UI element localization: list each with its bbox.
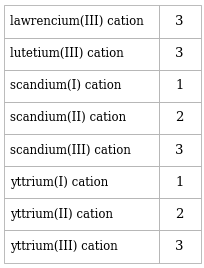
- Text: 3: 3: [175, 144, 183, 157]
- Bar: [4, 70, 158, 102]
- Bar: [4, 102, 158, 134]
- Text: scandium(III) cation: scandium(III) cation: [10, 144, 131, 157]
- Text: yttrium(III) cation: yttrium(III) cation: [10, 240, 118, 253]
- Text: 1: 1: [175, 79, 183, 92]
- Text: 3: 3: [175, 240, 183, 253]
- Bar: [158, 70, 200, 102]
- Bar: [158, 38, 200, 70]
- Bar: [4, 38, 158, 70]
- Bar: [158, 134, 200, 166]
- Bar: [158, 166, 200, 198]
- Bar: [4, 134, 158, 166]
- Text: scandium(I) cation: scandium(I) cation: [10, 79, 121, 92]
- Bar: [158, 102, 200, 134]
- Text: scandium(II) cation: scandium(II) cation: [10, 111, 126, 124]
- Text: yttrium(II) cation: yttrium(II) cation: [10, 208, 113, 221]
- Bar: [4, 198, 158, 230]
- Bar: [4, 5, 158, 38]
- Text: 2: 2: [175, 111, 183, 124]
- Text: lawrencium(III) cation: lawrencium(III) cation: [10, 15, 143, 28]
- Bar: [4, 230, 158, 263]
- Bar: [158, 230, 200, 263]
- Text: lutetium(III) cation: lutetium(III) cation: [10, 47, 123, 60]
- Text: 2: 2: [175, 208, 183, 221]
- Bar: [158, 5, 200, 38]
- Text: 1: 1: [175, 176, 183, 189]
- Text: 3: 3: [175, 15, 183, 28]
- Bar: [158, 198, 200, 230]
- Bar: [4, 166, 158, 198]
- Text: 3: 3: [175, 47, 183, 60]
- Text: yttrium(I) cation: yttrium(I) cation: [10, 176, 108, 189]
